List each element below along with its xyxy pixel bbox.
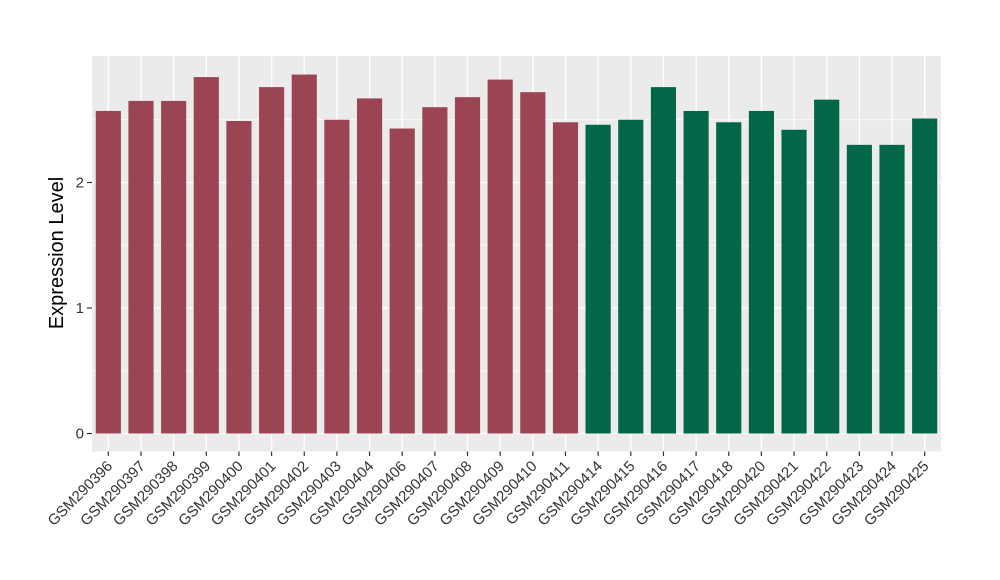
bar-GSM290417 xyxy=(683,110,709,434)
bar-GSM290409 xyxy=(487,79,513,434)
bar-GSM290418 xyxy=(716,122,742,434)
bar-GSM290414 xyxy=(585,124,611,434)
bar-GSM290404 xyxy=(356,98,383,434)
bar-GSM290423 xyxy=(846,144,872,434)
bar-GSM290397 xyxy=(128,100,154,434)
bar-GSM290421 xyxy=(781,129,807,434)
bar-GSM290420 xyxy=(748,110,774,434)
bar-GSM290416 xyxy=(650,87,677,434)
bar-GSM290399 xyxy=(193,77,219,434)
bar-GSM290401 xyxy=(259,87,285,434)
bar-GSM290396 xyxy=(95,110,121,434)
bar-GSM290410 xyxy=(520,92,546,434)
bar-GSM290408 xyxy=(454,97,481,434)
y-axis-title: Expression Level xyxy=(46,177,68,329)
bar-GSM290398 xyxy=(161,100,187,434)
bar-GSM290424 xyxy=(879,144,905,434)
bar-GSM290403 xyxy=(324,119,350,434)
y-tick-label-2: 2 xyxy=(76,175,84,192)
bar-GSM290422 xyxy=(814,99,840,434)
bar-GSM290402 xyxy=(291,74,317,434)
bar-layer xyxy=(95,74,938,434)
bar-GSM290415 xyxy=(618,119,644,434)
bar-GSM290411 xyxy=(552,122,579,434)
plot-panel-layer xyxy=(92,56,941,452)
bar-GSM290425 xyxy=(912,118,938,434)
y-tick-label-1: 1 xyxy=(76,300,84,317)
bar-GSM290406 xyxy=(389,128,415,434)
y-tick-label-0: 0 xyxy=(76,426,84,443)
bar-GSM290407 xyxy=(422,107,448,434)
bar-GSM290400 xyxy=(226,121,252,434)
plot-panel xyxy=(92,56,941,452)
